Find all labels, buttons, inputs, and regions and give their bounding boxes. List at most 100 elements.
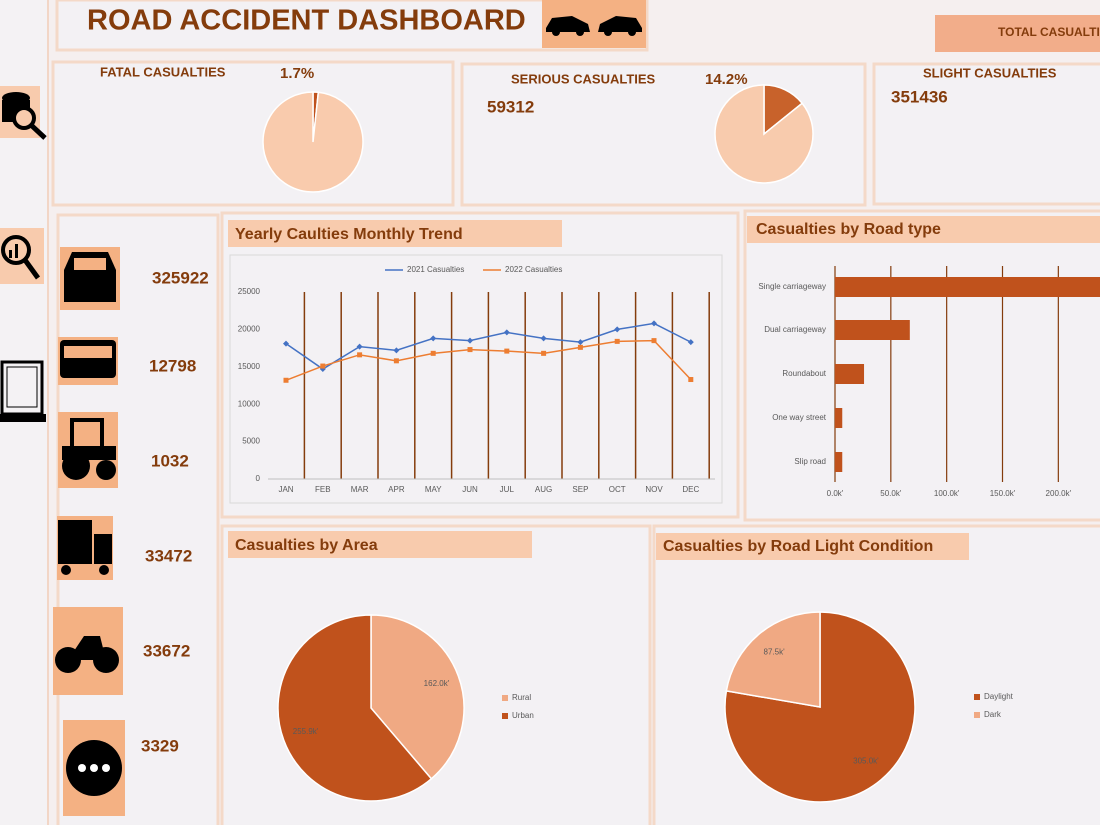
legend-label: 2022 Casualties: [505, 265, 562, 274]
pie-slice: [262, 91, 364, 193]
line-series: [285, 339, 692, 381]
line-marker: [393, 347, 400, 354]
y-tick-label: 10000: [238, 399, 261, 408]
line-marker: [430, 350, 436, 356]
y-tick-label: Slip road: [794, 457, 826, 466]
x-tick-label: APR: [388, 485, 405, 494]
pie-slice: [370, 614, 465, 780]
x-tick-label: MAY: [425, 485, 442, 494]
value-label: 14.2%: [705, 71, 748, 88]
vehicle-icon: [53, 607, 123, 695]
x-tick-label: DEC: [682, 485, 699, 494]
line-marker: [283, 377, 289, 383]
line-marker: [651, 338, 657, 344]
chart-title-box: [228, 531, 532, 558]
line-marker: [541, 350, 547, 356]
legend-swatch: [974, 694, 980, 700]
bar-plot: 0.0k' 50.0k' 100.0k' 150.0k' 200.0k': [827, 266, 1100, 498]
total-casualties-box: [935, 15, 1100, 52]
value-label: 255.9k': [293, 727, 319, 736]
vehicle-count: 1032: [151, 451, 189, 470]
sidebar-icon[interactable]: [0, 86, 47, 140]
total-casualties-label: TOTAL CASUALTIES: [998, 25, 1100, 39]
y-tick-label: Roundabout: [782, 369, 826, 378]
y-tick-label: Dual carriageway: [764, 325, 826, 334]
line-marker: [393, 358, 399, 364]
vehicle-count: 33672: [143, 641, 190, 660]
line-marker: [687, 339, 694, 346]
value-label: 87.5k': [764, 648, 786, 657]
x-tick-label: AUG: [535, 485, 552, 494]
vehicle-count: 3329: [141, 736, 179, 755]
bar: [835, 364, 865, 384]
y-tick-label: 20000: [238, 325, 261, 334]
legend-label: Daylight: [984, 692, 1014, 701]
x-tick-label: 150.0k': [990, 489, 1016, 498]
line-marker: [577, 339, 584, 346]
pie-slice: [714, 84, 814, 184]
vehicle-icon: [58, 412, 118, 488]
vehicle-count: 33472: [145, 546, 192, 565]
y-tick-label: One way street: [772, 413, 827, 422]
chart-title: Casualties by Area: [235, 537, 378, 554]
pie-slice: [725, 611, 821, 708]
line-marker: [467, 337, 473, 344]
x-tick-label: 100.0k': [934, 489, 960, 498]
y-tick-label: 25000: [238, 287, 261, 296]
legend-label: Dark: [984, 710, 1002, 719]
line-marker: [356, 343, 363, 350]
legend-swatch: [974, 712, 980, 718]
legend-label: Rural: [512, 693, 531, 702]
x-tick-label: 50.0k': [880, 489, 902, 498]
kpi-value: 59312: [487, 97, 534, 116]
bar-chart-panel: [743, 209, 1100, 522]
legend-label: 2021 Casualties: [407, 265, 464, 274]
line-marker: [651, 320, 657, 327]
vehicle-icon: [57, 516, 113, 580]
x-tick-label: FEB: [315, 485, 331, 494]
line-marker: [283, 340, 289, 347]
chart-title-box: [228, 220, 562, 247]
x-tick-label: OCT: [609, 485, 626, 494]
legend-swatch: [502, 713, 508, 719]
x-tick-label: JUN: [462, 485, 478, 494]
x-tick-label: NOV: [645, 485, 663, 494]
vehicle-icon: [60, 247, 120, 310]
bar: [835, 408, 843, 428]
kpi-label: SERIOUS CASUALTIES: [511, 71, 656, 86]
legend-swatch: [502, 695, 508, 701]
x-tick-label: JAN: [278, 485, 293, 494]
pie-slice: [277, 614, 433, 802]
line-marker: [540, 335, 547, 342]
line-marker: [320, 363, 326, 369]
line-marker: [357, 352, 363, 358]
dashboard-title: ROAD ACCIDENT DASHBOARD: [87, 5, 526, 37]
x-tick-label: 200.0k': [1046, 489, 1072, 498]
line-marker: [430, 335, 437, 342]
chart-title-box: [656, 533, 969, 560]
kpi-panel: [51, 60, 455, 207]
vehicle-count: 12798: [149, 356, 196, 375]
x-tick-label: JUL: [500, 485, 515, 494]
line-plot-frame: [229, 254, 723, 504]
sidebar-icon[interactable]: [0, 360, 46, 422]
y-tick-label: 15000: [238, 362, 261, 371]
chart-title: Yearly Caulties Monthly Trend: [235, 226, 463, 243]
sidebar-icon[interactable]: [0, 228, 44, 284]
line-marker: [504, 348, 510, 354]
bar: [835, 320, 910, 340]
x-tick-label: MAR: [351, 485, 369, 494]
value-label: 305.0k': [853, 757, 879, 766]
line-marker: [467, 347, 473, 353]
cars-icon: [542, 0, 646, 48]
line-marker: [688, 377, 694, 383]
legend-label: Urban: [512, 711, 534, 720]
x-tick-label: SEP: [572, 485, 588, 494]
kpi-label: FATAL CASUALTIES: [100, 64, 226, 79]
value-label: 162.0k': [424, 679, 450, 688]
chart-title: Casualties by Road type: [756, 221, 941, 238]
vehicle-icon: [58, 337, 118, 385]
line-marker: [503, 329, 510, 336]
pie-slice: [724, 611, 916, 803]
